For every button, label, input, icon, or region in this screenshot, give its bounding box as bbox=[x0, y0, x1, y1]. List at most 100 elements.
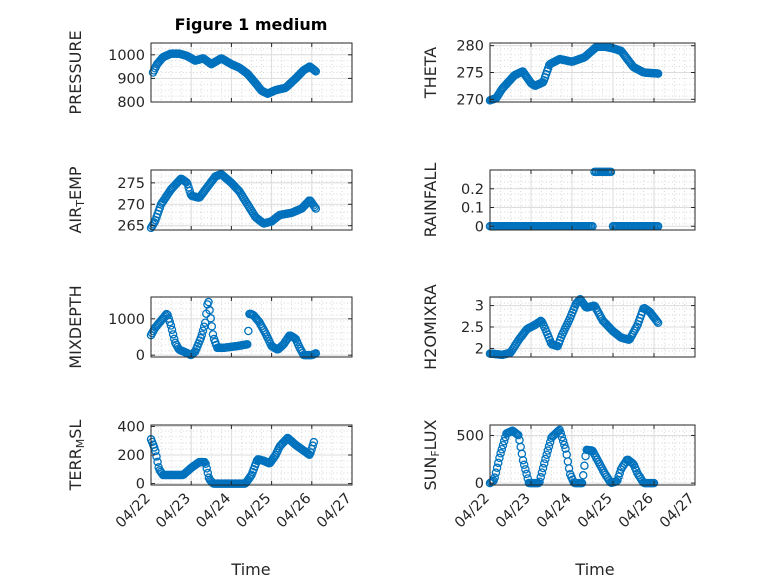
y-tick-label: 2 bbox=[475, 341, 484, 357]
data-point bbox=[498, 440, 508, 450]
x-tick-label: 04/27 bbox=[314, 491, 355, 532]
data-point bbox=[204, 297, 213, 307]
data-point bbox=[496, 449, 505, 458]
y-axis-label: PRESSURE bbox=[66, 30, 85, 114]
data-point bbox=[311, 204, 321, 213]
x-axis-label-left: Time bbox=[230, 560, 270, 579]
data-point bbox=[561, 444, 570, 453]
data-point bbox=[653, 318, 663, 327]
data-point bbox=[153, 457, 162, 467]
data-point bbox=[554, 426, 563, 436]
x-tick-label: 04/23 bbox=[153, 491, 194, 532]
data-point bbox=[557, 432, 567, 442]
x-tick-label: 04/22 bbox=[452, 491, 493, 532]
data-point bbox=[649, 478, 659, 488]
y-tick-label: 400 bbox=[117, 419, 145, 435]
y-tick-label: 280 bbox=[456, 39, 484, 55]
subplot-8: 0 500 04/22 04/23 04/24 04/25 04/26 04/27 SUNFLU… bbox=[421, 419, 698, 531]
x-tick-label: 04/22 bbox=[113, 491, 154, 532]
data-point bbox=[311, 67, 321, 76]
subplot-3: 265 270 275 AIRTEMP bbox=[66, 166, 353, 235]
data-point bbox=[544, 442, 554, 451]
axes-box bbox=[150, 42, 353, 103]
y-axis-label: H2OMIXRA bbox=[421, 284, 440, 370]
data-point bbox=[206, 314, 215, 323]
y-tick-label: 800 bbox=[117, 95, 145, 111]
data-point bbox=[517, 449, 527, 459]
y-tick-label: 2.5 bbox=[461, 320, 484, 336]
y-axis-label: RAINFALL bbox=[421, 163, 440, 238]
data-point bbox=[511, 429, 521, 438]
axes-box bbox=[150, 169, 353, 231]
y-tick-label: 500 bbox=[456, 428, 484, 444]
data-point bbox=[543, 446, 553, 455]
data-point bbox=[538, 463, 548, 473]
y-axis-label: MIXDEPTH bbox=[66, 285, 85, 368]
data-point bbox=[310, 202, 319, 212]
data-point bbox=[165, 317, 175, 327]
y-axis-label: AIRTEMP bbox=[66, 166, 87, 233]
y-axis-label: TERRMSL bbox=[66, 420, 87, 492]
y-tick-label: 1000 bbox=[108, 312, 145, 328]
data-point bbox=[201, 459, 210, 468]
y-axis-label: THETA bbox=[421, 47, 440, 99]
data-point bbox=[652, 316, 662, 326]
data-point bbox=[518, 455, 528, 465]
data-point bbox=[514, 430, 523, 440]
x-tick-label: 04/23 bbox=[493, 491, 534, 532]
subplot-4: 0 0.1 0.2 RAINFALL bbox=[421, 163, 696, 238]
subplot-6: 2 2.5 3 H2OMIXRA bbox=[421, 284, 696, 370]
y-tick-label: 0 bbox=[136, 348, 145, 364]
data-point bbox=[152, 452, 161, 461]
data-point bbox=[606, 167, 616, 177]
x-axis-label-right: Time bbox=[574, 560, 614, 579]
y-tick-label: 0 bbox=[475, 476, 484, 492]
x-tick-label: 04/24 bbox=[534, 491, 575, 532]
subplot-2: 270 275 280 THETA bbox=[421, 39, 696, 108]
data-point bbox=[167, 325, 177, 335]
data-point bbox=[578, 471, 588, 480]
data-point bbox=[580, 461, 589, 470]
data-point bbox=[537, 468, 547, 477]
axes-box bbox=[150, 296, 353, 358]
data-point bbox=[540, 459, 549, 468]
data-point bbox=[182, 178, 191, 187]
subplot-5: 0 1000 MIXDEPTH bbox=[66, 285, 353, 369]
y-tick-label: 900 bbox=[117, 71, 145, 87]
y-tick-label: 0.2 bbox=[461, 182, 484, 198]
data-point bbox=[310, 66, 320, 75]
y-tick-label: 200 bbox=[117, 448, 145, 464]
y-tick-label: 270 bbox=[117, 197, 145, 213]
data-point bbox=[200, 318, 210, 327]
subplot-1: 800 900 1000 PRESSURE bbox=[66, 30, 353, 115]
y-tick-label: 0 bbox=[136, 477, 145, 493]
data-point bbox=[198, 326, 208, 335]
subplot-7: 0 200 400 04/22 04/23 04/24 04/25 04/26 04/27 TER… bbox=[66, 419, 355, 531]
data-point bbox=[556, 429, 566, 438]
data-point bbox=[653, 69, 663, 78]
data-point bbox=[202, 464, 211, 473]
x-tick-label: 04/24 bbox=[193, 491, 234, 532]
data-point bbox=[536, 472, 545, 482]
data-point bbox=[308, 441, 317, 450]
data-point bbox=[208, 330, 218, 339]
y-tick-label: 1000 bbox=[108, 48, 145, 64]
data-point bbox=[207, 322, 217, 331]
y-tick-label: 275 bbox=[456, 66, 484, 82]
figure-title: Figure 1 medium bbox=[175, 15, 328, 34]
data-point bbox=[521, 465, 530, 474]
data-point bbox=[495, 453, 504, 463]
data-point bbox=[541, 454, 550, 464]
data-point bbox=[246, 472, 255, 481]
y-tick-label: 0.1 bbox=[461, 201, 484, 217]
y-tick-label: 265 bbox=[117, 219, 145, 235]
data-point bbox=[197, 330, 207, 339]
data-point bbox=[162, 309, 171, 319]
y-tick-label: 275 bbox=[117, 176, 145, 192]
data-point bbox=[168, 330, 178, 339]
x-tick-label: 04/25 bbox=[234, 491, 275, 532]
y-axis-label: SUNFLUX bbox=[421, 419, 442, 490]
axes-box bbox=[489, 169, 696, 231]
data-point bbox=[558, 436, 568, 446]
